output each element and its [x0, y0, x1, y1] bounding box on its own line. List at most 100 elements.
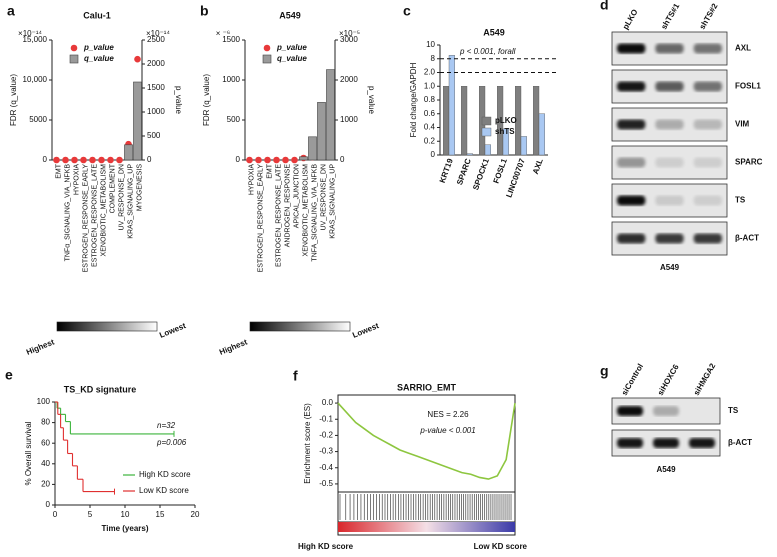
y-tick-label: 10,000	[23, 75, 48, 84]
y-tick-label: 60	[41, 438, 50, 447]
x-tick-label: 15	[156, 510, 165, 519]
y2-tick-label: 500	[147, 131, 161, 140]
legend-label: shTS	[495, 127, 515, 136]
y-axis-label: FDR (q_value)	[202, 74, 211, 126]
panel-letter: d	[600, 0, 609, 13]
dot	[282, 156, 289, 164]
y-tick-label: 0	[46, 500, 51, 509]
row-label: SPARC	[735, 158, 763, 167]
dot	[89, 156, 96, 164]
x-tick-label: XENOBIOTIC_METABOLISM	[302, 164, 309, 257]
bar	[124, 144, 133, 161]
x-tick-label: HYPOXIA	[73, 164, 80, 195]
dot	[291, 156, 298, 164]
band	[693, 119, 722, 130]
band	[693, 81, 722, 92]
y2-tick-label: 2000	[340, 75, 358, 84]
x-tick-label: ANDROGEN_RESPONSE	[284, 164, 291, 248]
legend-swatch	[70, 44, 78, 52]
panel-letter: a	[7, 3, 15, 19]
dot	[62, 156, 69, 164]
y-axis-label: Enrichment score (ES)	[303, 403, 312, 484]
band	[617, 438, 643, 448]
rank-gradient	[338, 522, 515, 532]
y-axis-label: % Overall survival	[24, 421, 33, 485]
cell-line: A549	[660, 263, 680, 272]
x-tick-label: UV_RESPONSE_DN	[320, 164, 327, 231]
y-tick-label: 100	[37, 397, 51, 406]
y-tick-label: 10	[426, 40, 435, 49]
y-tick-label: -0.2	[319, 431, 333, 440]
y-axis-label: Fold change/GAPDH	[409, 62, 418, 137]
band	[655, 195, 684, 206]
bottom-label: High KD score	[298, 542, 354, 551]
chart-title: TS_KD signature	[64, 384, 137, 394]
gradient-bar	[249, 321, 351, 332]
dot	[116, 156, 123, 164]
annotation: p < 0.001, forall	[459, 47, 516, 56]
y-tick-label: 5000	[29, 115, 47, 124]
band	[617, 43, 646, 54]
band	[655, 119, 684, 130]
band	[653, 438, 679, 448]
x-tick-label: 5	[88, 510, 93, 519]
dot	[80, 156, 87, 164]
x-tick-label: COMPLEMENT	[109, 163, 116, 213]
panel-letter: f	[293, 368, 298, 384]
x-tick-label: KRAS_SIGNALING_UP	[329, 164, 336, 239]
x-tick-label: 10	[121, 510, 130, 519]
bar	[515, 86, 522, 156]
bar	[308, 136, 317, 161]
y2-axis-label: p_value	[174, 86, 183, 115]
y-tick-label: 0	[431, 150, 436, 159]
band	[653, 406, 679, 416]
legend-label: pLKO	[495, 116, 517, 125]
x-tick-label: EMT	[55, 163, 62, 179]
legend-swatch	[69, 54, 79, 64]
x-tick-label: MYOGENESIS	[136, 164, 143, 211]
dot	[273, 156, 280, 164]
y-tick-label: 8	[431, 54, 436, 63]
bar	[448, 55, 455, 156]
y-tick-label: 0.2	[424, 136, 436, 145]
lane-label: shTS#2	[698, 1, 720, 31]
dot	[53, 156, 60, 164]
x-tick-label: UV_RESPONSE_DN	[118, 164, 125, 231]
y2-scale-label: ×10⁻¹⁴	[146, 29, 170, 38]
band	[617, 233, 646, 244]
bar	[326, 69, 335, 161]
legend-label: p_value	[83, 43, 114, 52]
x-tick-label: ESTROGEN_RESPONSE_EARLY	[82, 164, 89, 273]
bar	[502, 128, 509, 156]
bar	[466, 153, 473, 156]
lane-label: siHOXC6	[656, 362, 681, 397]
bar	[497, 86, 504, 156]
y2-tick-label: 3000	[340, 35, 358, 44]
lane-label: shTS#1	[659, 1, 681, 31]
x-tick-label: KRT19	[438, 157, 455, 184]
axes	[439, 45, 548, 156]
row-label: β-ACT	[728, 438, 752, 447]
dot	[107, 156, 114, 164]
y-tick-label: 1.0	[424, 81, 436, 90]
x-tick-label: KRAS_SIGNALING_UP	[127, 164, 134, 239]
y-scale-label: × ⁻⁶	[216, 29, 230, 38]
cell-line: A549	[656, 465, 676, 474]
x-tick-label: AXL	[531, 157, 545, 175]
x-tick-label: TNFα_SIGNALING_VIA_NFKB	[64, 164, 71, 262]
y-tick-label: -0.1	[319, 414, 333, 423]
dot	[246, 156, 253, 164]
x-tick-label: TNFA_SIGNALING_VIA_NFKB	[311, 164, 318, 262]
x-tick-label: ESTROGEN_RESPONSE_LATE	[91, 164, 98, 267]
band	[693, 233, 722, 244]
y2-scale-label: ×10⁻⁵	[339, 29, 360, 38]
y-axis-label: FDR (q_value)	[9, 74, 18, 126]
legend-label: q_value	[84, 54, 114, 63]
band	[617, 195, 646, 206]
y-tick-label: -0.5	[319, 479, 333, 488]
gradient-label: Lowest	[351, 321, 380, 340]
y2-tick-label: 0	[147, 155, 152, 164]
y-tick-label: 0.6	[424, 109, 436, 118]
bar	[317, 102, 326, 161]
band	[617, 157, 646, 168]
